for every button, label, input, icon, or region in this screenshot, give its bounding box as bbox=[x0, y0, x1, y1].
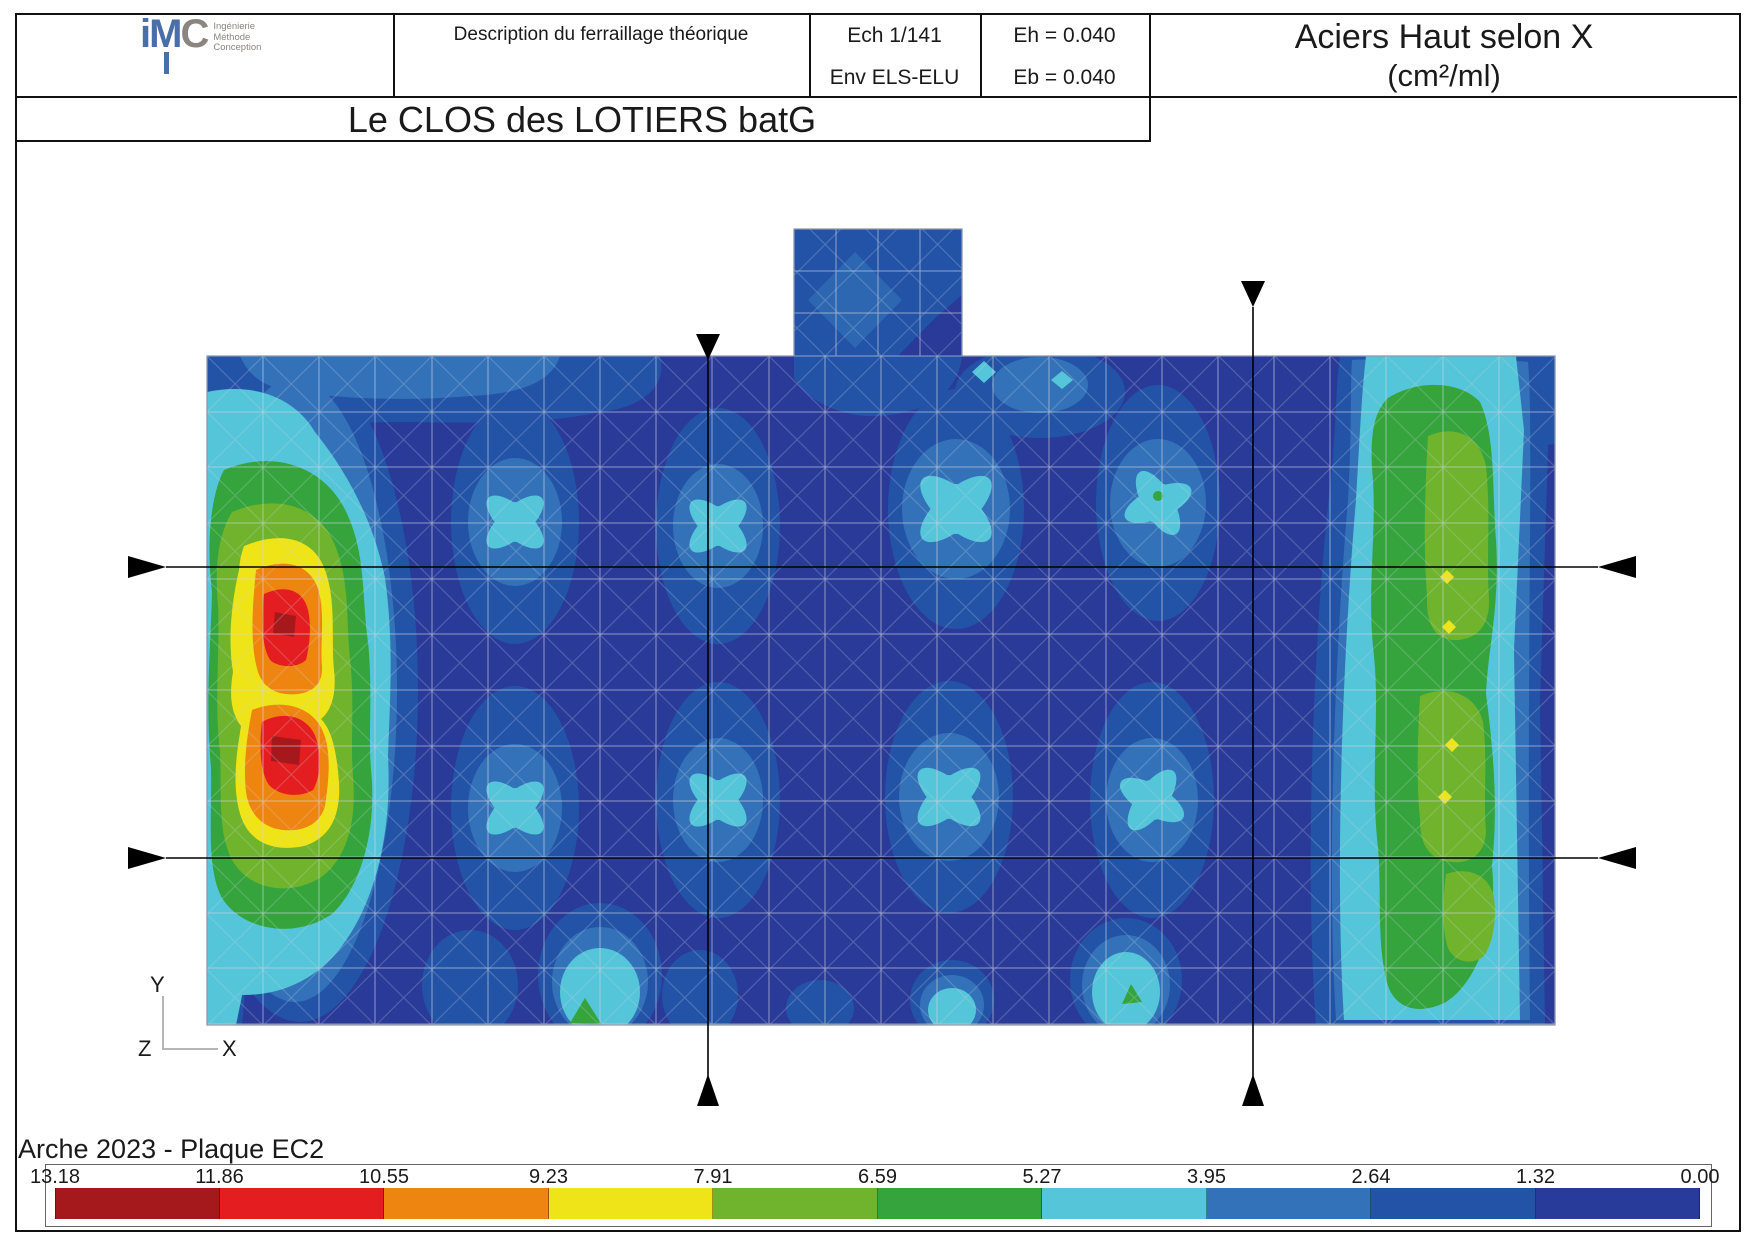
project-title-divider bbox=[15, 140, 1151, 142]
colorbar-swatch bbox=[548, 1188, 713, 1219]
triad-y-axis-line bbox=[162, 996, 164, 1050]
header-cell-border bbox=[980, 13, 982, 96]
colorbar-value-label: 3.95 bbox=[1187, 1166, 1226, 1188]
colorbar-value-label: 2.64 bbox=[1351, 1166, 1391, 1188]
colorbar-swatch bbox=[877, 1188, 1042, 1219]
plot-title-line2: (cm²/ml) bbox=[1387, 58, 1501, 93]
logo-letter-i: i bbox=[140, 12, 151, 56]
plot-title-line1: Aciers Haut selon X bbox=[1294, 18, 1594, 56]
triad-label-y: Y bbox=[150, 972, 165, 997]
page-border bbox=[15, 13, 1741, 1232]
triangle-marker-up bbox=[1242, 1074, 1264, 1106]
logo-subtitle: Ingénierie Méthode Conception bbox=[213, 14, 261, 54]
triangle-marker-up bbox=[697, 1074, 719, 1106]
colorbar-value-label: 11.86 bbox=[195, 1166, 244, 1188]
triangle-marker-down bbox=[1241, 281, 1265, 307]
colorbar-value-label: 7.91 bbox=[693, 1166, 733, 1188]
colorbar-swatch bbox=[219, 1188, 384, 1219]
colorbar-swatch bbox=[384, 1188, 549, 1219]
colorbar-swatch bbox=[1535, 1188, 1700, 1219]
colorbar-swatch bbox=[1371, 1188, 1536, 1219]
logo-letter-m: M bbox=[149, 12, 182, 56]
colorbar-swatch bbox=[1042, 1188, 1207, 1219]
colorbar-swatch bbox=[713, 1188, 878, 1219]
colorbar-swatch bbox=[55, 1188, 220, 1219]
colorbar-value-label: 10.55 bbox=[358, 1166, 410, 1188]
triangle-marker-left bbox=[1598, 847, 1636, 869]
cut-line-markers bbox=[128, 281, 1636, 1106]
triangle-marker-down bbox=[696, 334, 720, 360]
logo-tail-bar bbox=[164, 52, 169, 74]
section-cut-lines bbox=[166, 307, 1598, 1076]
header-divider bbox=[15, 96, 1737, 98]
triangle-marker-right bbox=[128, 556, 166, 578]
scale-label: Ech 1/141 bbox=[847, 24, 942, 47]
colorbar-value-label: 9.23 bbox=[529, 1166, 568, 1188]
eb-value: Eb = 0.040 bbox=[1013, 66, 1116, 89]
triad-label-z: Z bbox=[138, 1036, 152, 1061]
envelope-label: Env ELS-ELU bbox=[829, 66, 960, 89]
project-title: Le CLOS des LOTIERS batG bbox=[347, 99, 817, 140]
colorbar-swatch bbox=[1206, 1188, 1371, 1219]
colorbar-value-label: 5.27 bbox=[1022, 1166, 1062, 1188]
triad-x-axis-line bbox=[162, 1048, 218, 1050]
eh-value: Eh = 0.040 bbox=[1013, 24, 1116, 47]
drawing-description: Description du ferraillage théorique bbox=[453, 24, 749, 45]
triangle-marker-left bbox=[1598, 556, 1636, 578]
logo-letter-c: C bbox=[180, 12, 209, 56]
colorbar-value-label: 1.32 bbox=[1516, 1166, 1555, 1188]
triangle-marker-right bbox=[128, 847, 166, 869]
logo-subtitle-line: Conception bbox=[213, 42, 262, 53]
colorbar-swatches bbox=[55, 1188, 1700, 1219]
contour-fills bbox=[207, 229, 1555, 1025]
colorbar-value-label: 13.18 bbox=[29, 1166, 81, 1188]
header-cell-border bbox=[809, 13, 811, 96]
triad-label-x: X bbox=[222, 1036, 237, 1061]
header-cell-border bbox=[1149, 13, 1151, 140]
header-cell-border bbox=[393, 13, 395, 96]
company-logo: iMC Ingénierie Méthode Conception bbox=[140, 12, 261, 74]
logo-mark: iMC bbox=[140, 12, 209, 74]
colorbar-value-label: 0.00 bbox=[1680, 1166, 1720, 1188]
mesh-grid bbox=[207, 229, 1555, 1025]
logo-subtitle-line: Méthode bbox=[213, 31, 251, 43]
colorbar-value-label: 6.59 bbox=[858, 1166, 897, 1188]
colorbar-labels: 13.18 11.86 10.55 9.23 7.91 6.59 5.27 3.95 2.64 1… bbox=[30, 1166, 1720, 1188]
logo-subtitle-line: Ingénierie bbox=[213, 21, 256, 32]
plate-outline bbox=[206, 228, 1556, 1026]
software-version-label: Arche 2023 - Plaque EC2 bbox=[18, 1134, 325, 1164]
